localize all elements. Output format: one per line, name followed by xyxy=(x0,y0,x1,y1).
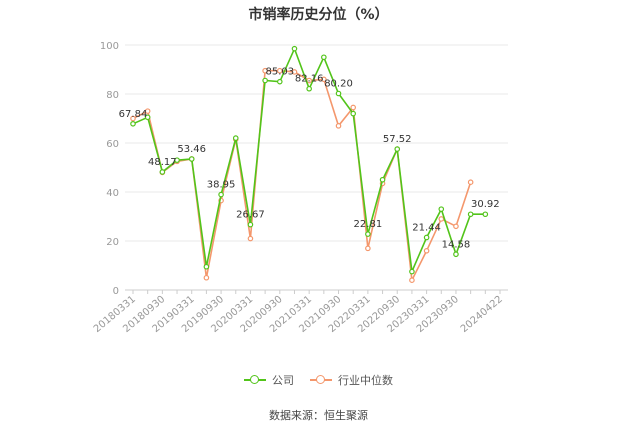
data-point-industry xyxy=(453,223,459,230)
data-point-company xyxy=(218,191,224,198)
data-point-industry xyxy=(247,235,254,242)
data-point-company xyxy=(482,211,489,218)
data-label: 53.46 xyxy=(177,144,206,155)
data-point-company xyxy=(262,77,268,84)
data-point-company xyxy=(130,120,136,127)
data-point-industry xyxy=(203,274,210,281)
data-point-company xyxy=(467,211,474,218)
legend-marker-company xyxy=(244,375,266,385)
data-point-company xyxy=(335,90,342,97)
chart-title: 市销率历史分位（%） xyxy=(248,7,389,23)
data-point-company xyxy=(159,169,166,175)
data-point-industry xyxy=(438,216,445,222)
line-chart: 0204060801002018033120180930201903312019… xyxy=(92,41,508,335)
legend: 公司 行业中位数 xyxy=(0,372,637,388)
data-point-industry xyxy=(423,248,430,254)
legend-label-company: 公司 xyxy=(272,374,294,387)
data-label: 21.44 xyxy=(412,222,441,233)
data-point-company xyxy=(394,146,401,152)
data-point-company xyxy=(232,135,239,141)
data-label: 82.16 xyxy=(295,74,324,85)
y-tick-label: 100 xyxy=(100,41,119,52)
data-label: 85.03 xyxy=(265,67,294,78)
data-point-industry xyxy=(144,108,151,114)
legend-item-company[interactable]: 公司 xyxy=(244,372,294,388)
x-tick-label: 20240422 xyxy=(459,294,505,335)
data-point-company xyxy=(174,157,180,163)
data-label: 57.52 xyxy=(383,134,412,145)
data-label: 26.67 xyxy=(236,210,265,221)
data-label: 67.84 xyxy=(119,109,148,120)
data-point-industry xyxy=(262,67,268,74)
data-point-industry xyxy=(321,76,327,83)
data-point-industry xyxy=(467,179,474,186)
y-tick-label: 20 xyxy=(106,237,119,248)
data-point-industry xyxy=(335,123,342,129)
data-point-company xyxy=(306,85,312,92)
data-label: 30.92 xyxy=(471,199,500,210)
legend-item-industry[interactable]: 行业中位数 xyxy=(310,372,393,388)
series-line-industry xyxy=(132,69,472,283)
data-point-industry xyxy=(276,67,283,74)
data-point-company xyxy=(203,263,210,270)
data-label: 48.17 xyxy=(148,157,177,168)
data-label: 80.20 xyxy=(324,79,353,90)
data-point-company xyxy=(365,231,371,237)
data-point-company xyxy=(409,268,415,275)
y-tick-label: 40 xyxy=(106,188,119,199)
data-point-industry xyxy=(130,115,136,122)
data-point-industry xyxy=(350,104,357,111)
data-label: 14.58 xyxy=(442,239,471,250)
data-point-company xyxy=(144,114,151,121)
data-point-company xyxy=(188,156,195,162)
data-point-company xyxy=(321,54,327,61)
data-point-company xyxy=(350,110,357,117)
data-point-company xyxy=(453,251,459,258)
data-source: 数据来源：恒生聚源 xyxy=(269,409,368,422)
data-point-company xyxy=(423,234,430,241)
data-label: 22.81 xyxy=(354,219,383,230)
data-point-industry xyxy=(365,245,371,252)
data-point-industry xyxy=(291,69,298,75)
y-tick-label: 80 xyxy=(106,90,119,101)
legend-label-industry: 行业中位数 xyxy=(338,374,393,387)
data-point-industry xyxy=(409,277,415,284)
y-tick-label: 60 xyxy=(106,139,119,150)
data-point-company xyxy=(247,221,254,228)
data-label: 38.95 xyxy=(207,180,236,191)
data-point-company xyxy=(379,176,386,183)
data-point-company xyxy=(438,206,445,212)
legend-marker-industry xyxy=(310,375,332,385)
y-tick-label: 0 xyxy=(113,286,119,297)
data-point-company xyxy=(276,78,283,85)
data-point-company xyxy=(291,45,298,52)
